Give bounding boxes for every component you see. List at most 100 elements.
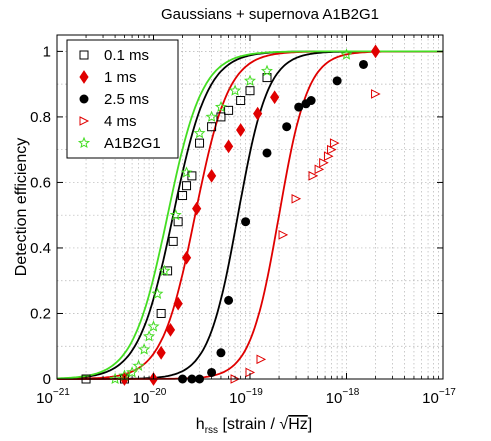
data-point [173, 296, 183, 311]
data-point [241, 217, 251, 227]
data-point [158, 264, 171, 276]
y-tick-label: 0.6 [30, 174, 51, 191]
data-point [323, 151, 334, 162]
data-point [260, 64, 273, 77]
data-point [214, 100, 227, 113]
x-tick-exponent: −19 [246, 387, 263, 398]
data-point [138, 343, 151, 355]
y-tick-label: 0.8 [30, 109, 51, 126]
data-point [332, 76, 342, 86]
y-tick-label: 1 [43, 43, 51, 60]
data-point [371, 89, 381, 99]
data-point [282, 122, 292, 132]
data-point [151, 287, 164, 299]
data-point [253, 106, 263, 121]
x-tick-base: 10 [36, 390, 53, 407]
x-label-unit-prefix: [strain / [218, 416, 279, 433]
legend: 0.1 ms 1 ms 2.5 ms 4 ms A1B2G1 [66, 39, 179, 159]
x-tick-exponent: −21 [53, 387, 70, 398]
legend-entry-label: 1 ms [104, 69, 137, 86]
chart-title: Gaussians + supernova A1B2G1 [161, 6, 379, 23]
x-tick-base: 10 [133, 390, 150, 407]
data-point [169, 208, 182, 221]
legend-entry-label: 0.1 ms [104, 47, 149, 64]
data-point [224, 105, 234, 115]
data-point [79, 70, 89, 84]
data-point [147, 320, 160, 332]
data-point [165, 322, 176, 337]
data-point [245, 86, 255, 96]
data-point [216, 112, 226, 122]
data-point [270, 90, 280, 105]
y-tick-label: 0.2 [30, 305, 51, 322]
data-point [314, 164, 325, 175]
data-point [178, 191, 188, 201]
x-tick-label: 10−17 [422, 387, 456, 407]
x-tick-label: 10−21 [36, 387, 70, 407]
x-label-radicand: Hz [288, 416, 308, 433]
data-point [168, 236, 178, 246]
data-point [79, 94, 89, 104]
data-point [126, 366, 139, 378]
x-tick-exponent: −18 [342, 387, 359, 398]
x-tick-label: 10−20 [133, 387, 167, 407]
data-point [207, 367, 217, 377]
data-point [206, 168, 217, 183]
data-points [81, 44, 381, 386]
data-point [294, 102, 304, 112]
data-point [262, 148, 272, 158]
data-point [182, 181, 192, 191]
data-point [256, 354, 267, 365]
data-point [79, 50, 89, 60]
data-point [278, 230, 289, 240]
data-point [181, 250, 192, 265]
x-tick-exponent: −20 [149, 387, 166, 398]
x-tick-exponent: −17 [439, 387, 456, 398]
legend-entry-label: 2.5 ms [104, 91, 149, 108]
x-label-unit-suffix: ] [308, 416, 312, 433]
data-point [180, 166, 193, 178]
data-point [77, 136, 91, 149]
x-label-subscript: rss [205, 425, 218, 436]
x-axis-label: hrss [strain / √Hz] [196, 416, 312, 436]
data-point [79, 116, 90, 126]
data-point [132, 359, 145, 371]
data-point [306, 96, 316, 106]
data-point [223, 139, 234, 154]
data-point [340, 48, 353, 60]
data-point [156, 308, 166, 318]
x-tick-base: 10 [422, 390, 439, 407]
data-point [229, 84, 242, 96]
x-label-sqrt: √ [279, 416, 288, 433]
x-label-main: h [196, 416, 205, 433]
data-point [224, 295, 234, 305]
y-axis-label: Detection efficiency [13, 138, 30, 276]
data-point [192, 201, 202, 216]
data-point [308, 171, 319, 181]
data-point [358, 59, 368, 69]
data-point [207, 122, 217, 132]
data-point [205, 110, 218, 122]
data-point [291, 194, 302, 204]
data-point [143, 330, 156, 342]
legend-entry-label: A1B2G1 [104, 135, 161, 152]
legend-entry-label: 4 ms [104, 113, 137, 130]
data-point [195, 138, 205, 148]
x-tick-label: 10−19 [229, 387, 263, 407]
data-point [370, 44, 381, 59]
y-tick-label: 0 [43, 371, 51, 388]
data-point [193, 127, 206, 139]
data-point [329, 138, 340, 148]
x-tick-base: 10 [229, 390, 246, 407]
data-point [236, 123, 246, 137]
data-point [216, 348, 226, 358]
legend-box [66, 39, 179, 159]
y-tick-label: 0.4 [30, 240, 51, 257]
data-point [236, 96, 246, 106]
data-point [327, 144, 337, 155]
data-point [109, 372, 122, 385]
data-point [156, 345, 166, 360]
